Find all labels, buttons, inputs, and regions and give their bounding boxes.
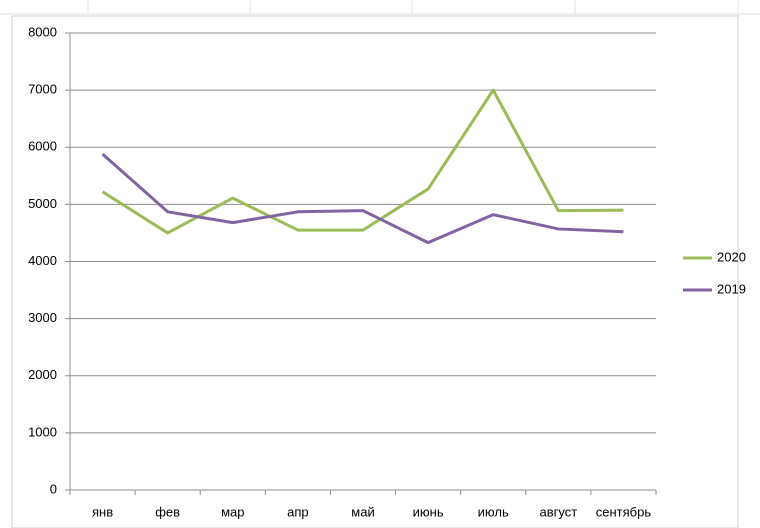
- y-tick-label: 2000: [28, 367, 57, 382]
- x-tick-label: янв: [92, 504, 113, 519]
- x-tick-label: июнь: [413, 504, 444, 519]
- legend-label: 2019: [717, 281, 746, 296]
- series-line: [101, 152, 624, 245]
- x-tick-label: июль: [478, 504, 509, 519]
- y-tick-label: 4000: [28, 253, 57, 268]
- y-tick-label: 8000: [28, 24, 57, 39]
- x-tick-label: фев: [155, 504, 180, 519]
- series-line: [101, 88, 624, 235]
- y-tick-label: 1000: [28, 424, 57, 439]
- y-tick-label: 0: [50, 481, 57, 496]
- y-tick-label: 5000: [28, 196, 57, 211]
- x-tick-label: август: [539, 504, 577, 519]
- y-tick-label: 6000: [28, 139, 57, 154]
- x-tick-label: сентябрь: [596, 504, 652, 519]
- y-tick-label: 7000: [28, 82, 57, 97]
- legend-label: 2020: [717, 249, 746, 264]
- y-tick-label: 3000: [28, 310, 57, 325]
- x-tick-label: апр: [287, 504, 309, 519]
- x-tick-label: май: [351, 504, 374, 519]
- x-tick-label: мар: [221, 504, 244, 519]
